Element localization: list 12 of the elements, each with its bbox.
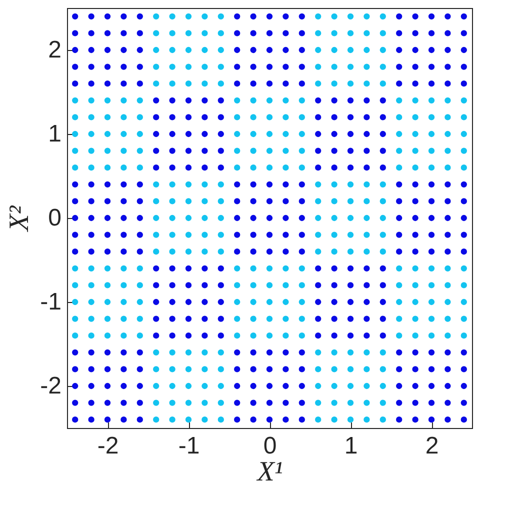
y-tick-label: 1 [48, 120, 62, 148]
x-tick-label: 2 [425, 432, 439, 460]
x-axis-title: X¹ [256, 456, 283, 488]
x-tick-label: 0 [263, 432, 277, 460]
y-axis-title: X² [4, 205, 36, 232]
x-tick-label: -2 [97, 432, 119, 460]
y-tick-label: 2 [48, 36, 62, 64]
y-tick-label: 0 [48, 204, 62, 232]
y-tick-label: -2 [40, 372, 62, 400]
x-tick-label: -1 [178, 432, 200, 460]
x-tick-label: 1 [344, 432, 358, 460]
y-tick-label: -1 [40, 288, 62, 316]
